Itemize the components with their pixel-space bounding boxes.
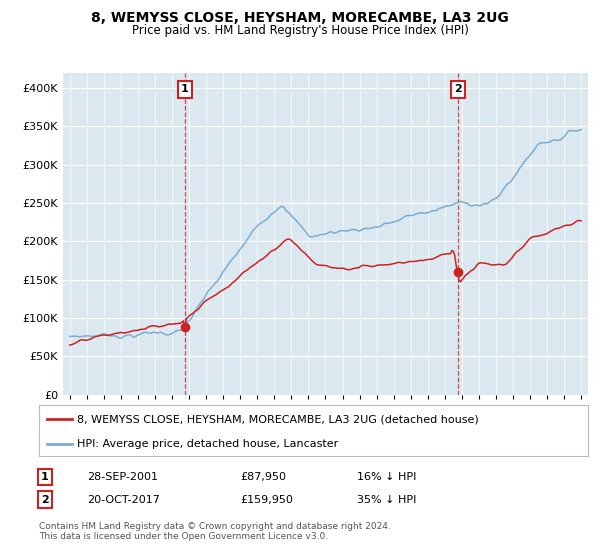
Text: 16% ↓ HPI: 16% ↓ HPI — [357, 472, 416, 482]
Text: £159,950: £159,950 — [240, 494, 293, 505]
Text: 8, WEMYSS CLOSE, HEYSHAM, MORECAMBE, LA3 2UG (detached house): 8, WEMYSS CLOSE, HEYSHAM, MORECAMBE, LA3… — [77, 414, 479, 424]
Text: 2: 2 — [454, 85, 462, 94]
Text: 28-SEP-2001: 28-SEP-2001 — [87, 472, 158, 482]
Text: 35% ↓ HPI: 35% ↓ HPI — [357, 494, 416, 505]
Text: Contains HM Land Registry data © Crown copyright and database right 2024.
This d: Contains HM Land Registry data © Crown c… — [39, 522, 391, 542]
Text: 20-OCT-2017: 20-OCT-2017 — [87, 494, 160, 505]
Text: HPI: Average price, detached house, Lancaster: HPI: Average price, detached house, Lanc… — [77, 438, 338, 449]
Text: 2: 2 — [41, 494, 49, 505]
Text: 1: 1 — [181, 85, 189, 94]
Text: £87,950: £87,950 — [240, 472, 286, 482]
Text: 8, WEMYSS CLOSE, HEYSHAM, MORECAMBE, LA3 2UG: 8, WEMYSS CLOSE, HEYSHAM, MORECAMBE, LA3… — [91, 11, 509, 25]
Text: Price paid vs. HM Land Registry's House Price Index (HPI): Price paid vs. HM Land Registry's House … — [131, 24, 469, 36]
Text: 1: 1 — [41, 472, 49, 482]
